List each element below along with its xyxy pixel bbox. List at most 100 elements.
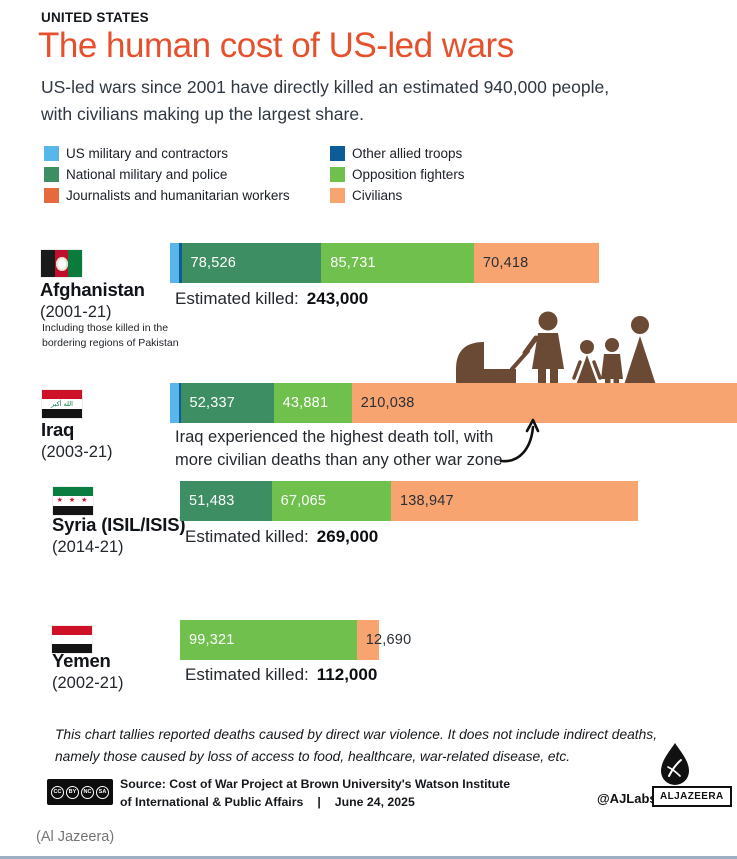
country-name: Iraq [41, 419, 75, 440]
bar-segment-national_military: 52,337 [180, 383, 274, 423]
flag-stripe [42, 390, 82, 400]
country-label-yemen: Yemen (2002-21) [52, 650, 124, 693]
creative-commons-badge: CC BY NC SA [47, 779, 113, 805]
subtitle: US-led wars since 2001 have directly kil… [41, 74, 609, 127]
legend-item: National military and police [44, 167, 290, 182]
legend-swatch-icon [44, 146, 59, 161]
iraq-annotation: Iraq experienced the highest death toll,… [175, 426, 502, 472]
syria-estimated: Estimated killed: 269,000 [185, 527, 378, 547]
disclaimer: This chart tallies reported deaths cause… [55, 724, 657, 768]
source-date: June 24, 2025 [334, 794, 415, 809]
afghanistan-estimated: Estimated killed: 243,000 [175, 289, 368, 309]
legend-swatch-icon [330, 188, 345, 203]
bar-value-label: 51,483 [189, 493, 235, 509]
iraq-bar: 52,337 43,881 210,038 [170, 383, 737, 423]
legend-column-left: US military and contractors National mili… [44, 146, 290, 203]
afghanistan-flag [41, 250, 83, 277]
country-label-syria: Syria (ISIL/ISIS) (2014-21) [52, 514, 186, 557]
flag-stripe [53, 487, 93, 497]
estimated-value: 269,000 [316, 527, 379, 546]
bar-value-label: 210,038 [360, 395, 415, 411]
legend-swatch-icon [44, 167, 59, 182]
country-label-afghanistan: Afghanistan (2001-21) [40, 279, 145, 322]
country-years: (2003-21) [41, 443, 113, 461]
legend-item: Other allied troops [330, 146, 465, 161]
cc-nc-icon: NC [81, 785, 94, 799]
source-divider: | [317, 794, 321, 809]
annotation-line1: Iraq experienced the highest death toll,… [175, 428, 494, 446]
bar-value-label: 43,881 [282, 395, 329, 411]
image-caption: (Al Jazeera) [36, 829, 115, 845]
source-line1: Source: Cost of War Project at Brown Uni… [120, 777, 511, 791]
bar-segment-opposition: 99,321 [180, 620, 357, 660]
bar-value-label: 12,690 [365, 632, 412, 648]
estimated-label: Estimated killed: [185, 665, 309, 684]
bar-segment-opposition: 67,065 [271, 481, 391, 521]
bar-segment-national_military: 78,526 [181, 243, 322, 283]
bar-value-label: 78,526 [190, 255, 237, 271]
cc-icon: CC [51, 785, 64, 799]
bar-segment-civilians: 210,038 [351, 383, 737, 423]
bar-segment-opposition: 43,881 [273, 383, 352, 423]
estimated-value: 112,000 [316, 665, 378, 684]
flag-stripe [53, 505, 93, 515]
source: Source: Cost of War Project at Brown Uni… [120, 776, 510, 812]
legend-swatch-icon [44, 188, 59, 203]
bar-segment-civilians: 70,418 [473, 243, 600, 283]
flag-stripe [68, 250, 83, 277]
bar-value-label: 85,731 [330, 255, 376, 271]
kicker: UNITED STATES [41, 10, 149, 25]
subtitle-line2: with civilians making up the largest sha… [41, 103, 364, 124]
subtitle-line1: US-led wars since 2001 have directly kil… [41, 77, 610, 97]
bar-segment-opposition: 85,731 [321, 243, 474, 283]
country-name: Syria (ISIL/ISIS) [52, 514, 186, 535]
legend-item: US military and contractors [44, 146, 290, 161]
flag-stripe [42, 408, 82, 418]
bar-segment-us_military [170, 243, 179, 283]
disclaimer-line1: This chart tallies reported deaths cause… [55, 727, 658, 742]
legend-item: Opposition fighters [330, 167, 465, 182]
estimated-label: Estimated killed: [185, 527, 309, 546]
source-line2: of International & Public Affairs | June… [120, 794, 510, 812]
aljazeera-logo: ALJAZEERA [652, 786, 732, 807]
note-line2: bordering regions of Pakistan [42, 337, 179, 350]
bar-segment-civilians: 12,690 [356, 620, 411, 660]
country-years: (2014-21) [52, 538, 124, 556]
bar-value-label: 70,418 [482, 255, 529, 271]
flag-stripe [52, 644, 92, 653]
flag-stripe: الله أكبر [42, 399, 82, 409]
bar-value-label: 52,337 [189, 395, 236, 411]
flag-stripe [52, 626, 92, 635]
legend-label: National military and police [66, 167, 228, 182]
legend-label: Other allied troops [352, 146, 463, 161]
bar-segment-civilians: 138,947 [391, 481, 639, 521]
legend-swatch-icon [330, 146, 345, 161]
syria-bar: 51,483 67,065 138,947 [180, 481, 639, 521]
iraq-flag-script: الله أكبر [51, 399, 73, 408]
estimated-value: 243,000 [306, 289, 369, 308]
flag-emblem [55, 256, 68, 271]
annotation-line2: more civilian deaths than any other war … [175, 450, 503, 469]
estimated-label: Estimated killed: [175, 289, 299, 308]
afghanistan-bar: 78,526 85,731 70,418 [170, 243, 600, 283]
cc-sa-icon: SA [96, 785, 109, 799]
legend-label: US military and contractors [66, 146, 229, 161]
legend-item: Civilians [330, 188, 465, 203]
annotation-arrow-icon [499, 418, 540, 463]
page-title: The human cost of US-led wars [38, 26, 514, 65]
legend-label: Journalists and humanitarian workers [66, 188, 290, 203]
cc-by-icon: BY [66, 785, 79, 799]
yemen-flag [52, 626, 92, 653]
legend-item: Journalists and humanitarian workers [44, 188, 290, 203]
legend-swatch-icon [330, 167, 345, 182]
iraq-flag: الله أكبر [42, 390, 82, 418]
legend-label: Civilians [352, 188, 403, 203]
bottom-divider [0, 856, 737, 859]
legend-label: Opposition fighters [352, 167, 465, 182]
bar-segment-us_military [170, 383, 179, 423]
yemen-bar: 99,321 12,690 [180, 620, 411, 660]
pram-hood [456, 342, 484, 369]
syria-flag: ★ ★ ★ [53, 487, 93, 515]
note-line1: Including those killed in the [42, 322, 169, 334]
